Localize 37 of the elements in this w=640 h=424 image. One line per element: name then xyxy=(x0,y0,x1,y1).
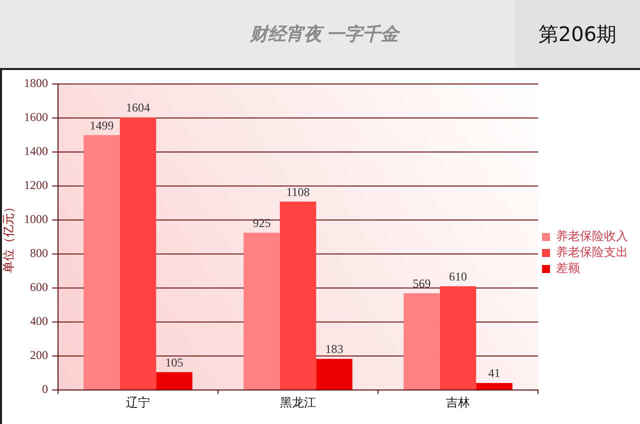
bar xyxy=(316,358,352,390)
bar xyxy=(120,117,156,390)
y-tick-label: 0 xyxy=(42,382,48,396)
legend-label: 差额 xyxy=(556,261,580,276)
y-tick-label: 1400 xyxy=(24,144,48,158)
text: 第206期 xyxy=(538,20,617,48)
data-label: 1499 xyxy=(90,118,114,132)
y-tick-label: 200 xyxy=(30,348,48,362)
y-tick-label: 600 xyxy=(30,280,48,294)
bar xyxy=(244,232,280,390)
y-tick-label: 800 xyxy=(30,246,48,260)
y-tick-label: 1800 xyxy=(24,76,48,90)
y-tick-label: 1600 xyxy=(24,110,48,124)
y-tick-label: 1000 xyxy=(24,212,48,226)
data-label: 569 xyxy=(412,276,431,290)
y-axis-title: 单位（亿元） xyxy=(1,201,16,273)
legend-label: 养老保险支出 xyxy=(556,245,628,260)
data-label: 41 xyxy=(488,366,500,380)
bar xyxy=(280,202,316,390)
data-label: 925 xyxy=(252,216,271,230)
bar xyxy=(156,372,192,390)
data-label: 1108 xyxy=(286,184,310,199)
data-label: 183 xyxy=(325,342,344,356)
data-label: 105 xyxy=(165,355,184,370)
y-tick-label: 400 xyxy=(30,314,48,328)
x-tick-label: 辽宁 xyxy=(126,395,150,410)
legend-label: 养老保险收入 xyxy=(556,229,628,244)
text: 财经宵夜 一字千金 xyxy=(250,24,398,44)
data-label: 610 xyxy=(449,269,467,284)
bar xyxy=(84,135,120,390)
x-tick-label: 黑龙江 xyxy=(280,395,316,410)
bar xyxy=(476,383,512,390)
y-tick-label: 1200 xyxy=(24,178,48,192)
x-tick-label: 吉林 xyxy=(446,395,470,410)
bar xyxy=(404,293,440,390)
bar xyxy=(440,286,476,390)
data-label: 1604 xyxy=(126,100,150,114)
